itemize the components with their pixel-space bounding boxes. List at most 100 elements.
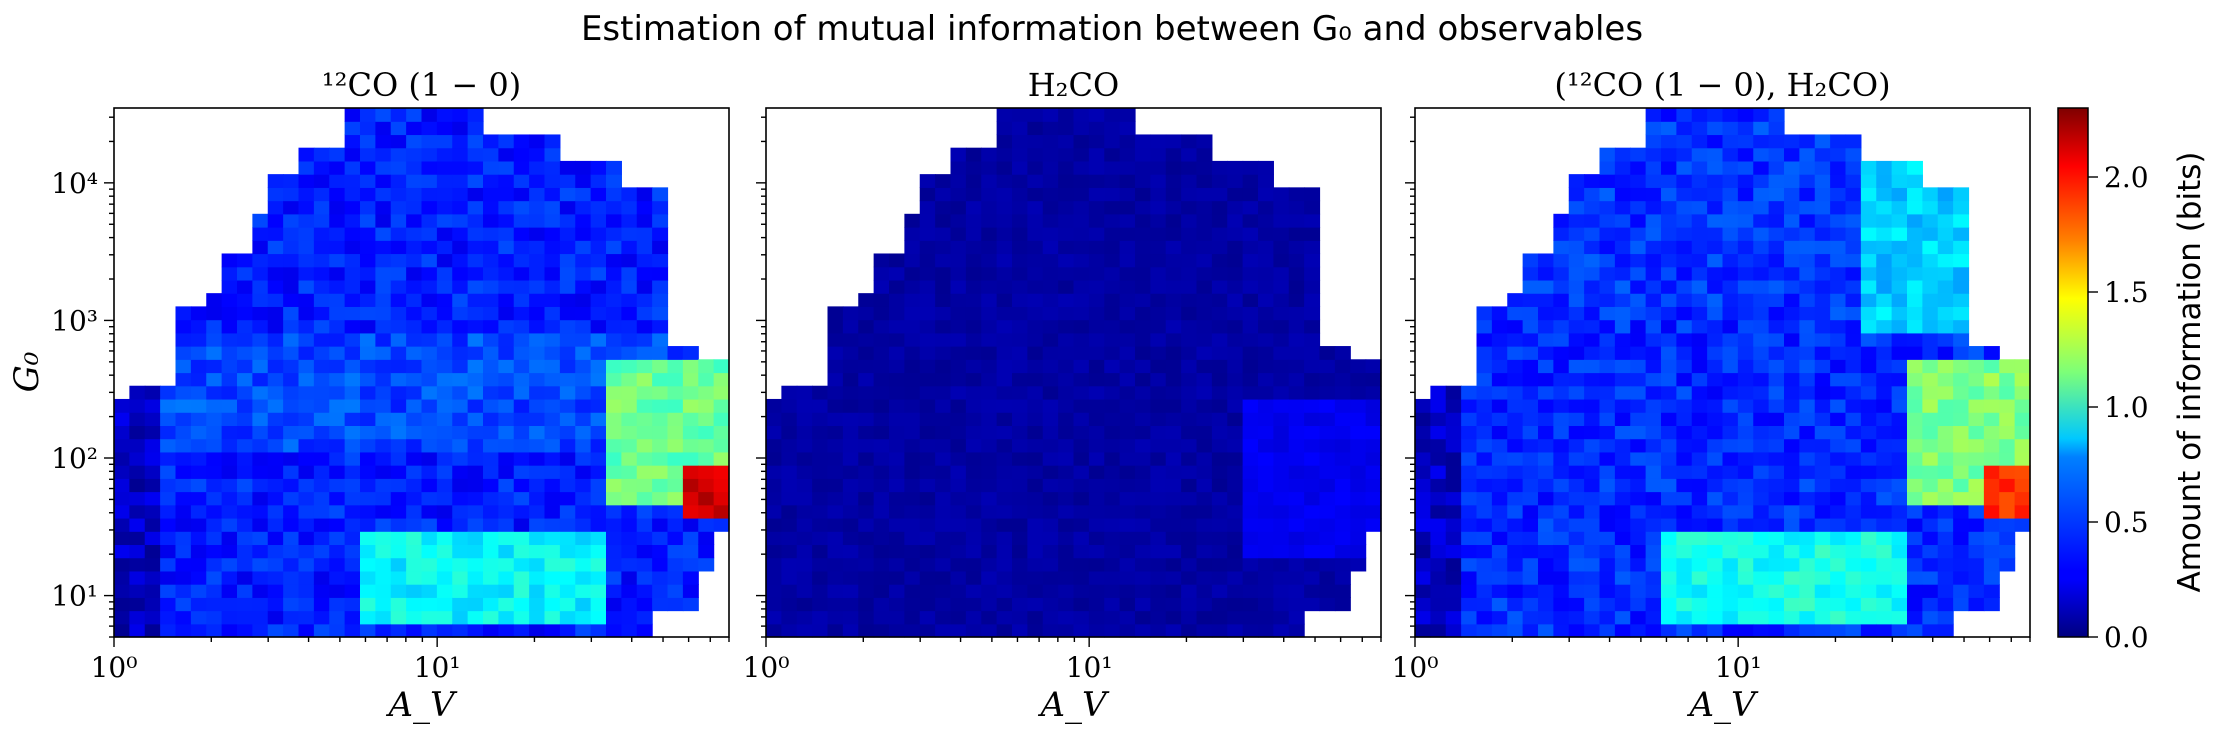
heatmap-cell: [904, 266, 921, 281]
heatmap-cell: [529, 517, 546, 532]
heatmap-cell: [298, 213, 315, 228]
heatmap-cell: [1042, 346, 1059, 360]
heatmap-cell: [842, 332, 859, 347]
heatmap-cell: [114, 425, 130, 440]
heatmap-cell: [766, 623, 782, 638]
heatmap-cell: [1288, 266, 1305, 281]
heatmap-cell: [1645, 623, 1662, 638]
heatmap-cell: [1753, 319, 1770, 334]
heatmap-cell: [1165, 240, 1182, 255]
heatmap-cell: [858, 372, 875, 387]
heatmap-cell: [1476, 517, 1493, 532]
heatmap-cell: [283, 372, 300, 387]
heatmap-cell: [1968, 398, 1985, 413]
heatmap-cell: [513, 412, 530, 426]
heatmap-cell: [1876, 240, 1893, 255]
heatmap-cell: [575, 451, 592, 466]
heatmap-cell: [1722, 213, 1739, 228]
heatmap-cell: [796, 491, 813, 506]
heatmap-cell: [1645, 451, 1662, 466]
heatmap-cell: [889, 557, 905, 572]
heatmap-cell: [1568, 385, 1585, 400]
heatmap-cell: [1088, 517, 1105, 532]
heatmap-cell: [1891, 451, 1908, 466]
heatmap-cell: [1119, 570, 1136, 585]
heatmap-cell: [1042, 478, 1059, 493]
heatmap-cell: [1814, 134, 1831, 149]
heatmap-cell: [590, 240, 607, 255]
heatmap-cell: [698, 557, 715, 572]
heatmap-cell: [513, 359, 530, 374]
heatmap-cell: [544, 213, 561, 228]
heatmap-cell: [313, 544, 330, 559]
heatmap-cell: [1273, 213, 1290, 228]
heatmap-cell: [436, 279, 453, 294]
heatmap-cell: [1073, 346, 1090, 360]
heatmap-cell: [1614, 610, 1631, 625]
heatmap-cell: [1661, 266, 1677, 281]
heatmap-cell: [1599, 438, 1616, 453]
heatmap-cell: [1645, 478, 1662, 493]
heatmap-cell: [252, 332, 269, 347]
heatmap-cell: [1676, 531, 1693, 546]
heatmap-cell: [965, 359, 982, 374]
heatmap-cell: [1538, 306, 1554, 321]
heatmap-cell: [1135, 385, 1151, 400]
heatmap-cell: [935, 584, 952, 598]
heatmap-cell: [190, 531, 207, 546]
heatmap-cell: [1522, 438, 1539, 453]
heatmap-cell: [1165, 584, 1182, 598]
heatmap-cell: [206, 438, 223, 453]
heatmap-cell: [1181, 504, 1198, 519]
heatmap-cell: [1707, 478, 1724, 493]
heatmap-cell: [606, 319, 622, 334]
heatmap-cell: [1522, 570, 1539, 585]
heatmap-cell: [1181, 134, 1198, 149]
heatmap-cell: [344, 332, 361, 347]
heatmap-cell: [221, 531, 238, 546]
heatmap-cell: [344, 491, 361, 506]
heatmap-cell: [237, 359, 253, 374]
heatmap-cell: [529, 359, 546, 374]
heatmap-cell: [766, 517, 782, 532]
heatmap-cell: [1476, 346, 1493, 360]
heatmap-cell: [160, 584, 177, 598]
heatmap-cell: [221, 412, 238, 426]
heatmap-cell: [667, 557, 684, 572]
heatmap-cell: [812, 597, 829, 612]
heatmap-cell: [1196, 359, 1213, 374]
heatmap-cell: [498, 213, 515, 228]
heatmap-cell: [1691, 623, 1708, 638]
heatmap-cell: [344, 359, 361, 374]
heatmap-cell: [1334, 438, 1351, 453]
heatmap-cell: [1907, 200, 1923, 215]
heatmap-cell: [1012, 504, 1028, 519]
heatmap-cell: [1119, 425, 1136, 440]
heatmap-cell: [965, 531, 982, 546]
heatmap-cell: [1676, 491, 1693, 506]
heatmap-cell: [1922, 517, 1939, 532]
heatmap-cell: [1599, 385, 1616, 400]
heatmap-cell: [858, 385, 875, 400]
heatmap-cell: [360, 597, 376, 612]
heatmap-cell: [513, 531, 530, 546]
heatmap-cell: [1922, 597, 1939, 612]
heatmap-cell: [1922, 478, 1939, 493]
heatmap-cell: [935, 557, 952, 572]
heatmap-cell: [1150, 134, 1167, 149]
heatmap-cell: [129, 623, 146, 638]
heatmap-cell: [344, 385, 361, 400]
heatmap-cell: [467, 121, 484, 136]
heatmap-cell: [1953, 451, 1970, 466]
heatmap-cell: [1722, 266, 1739, 281]
heatmap-cell: [1799, 147, 1816, 162]
heatmap-cell: [1119, 187, 1136, 202]
heatmap-cell: [1058, 213, 1075, 228]
heatmap-cell: [1830, 491, 1847, 506]
heatmap-cell: [375, 213, 392, 228]
heatmap-cell: [1012, 293, 1028, 307]
heatmap-cell: [1058, 279, 1075, 294]
heatmap-cell: [329, 557, 346, 572]
heatmap-cell: [375, 385, 392, 400]
